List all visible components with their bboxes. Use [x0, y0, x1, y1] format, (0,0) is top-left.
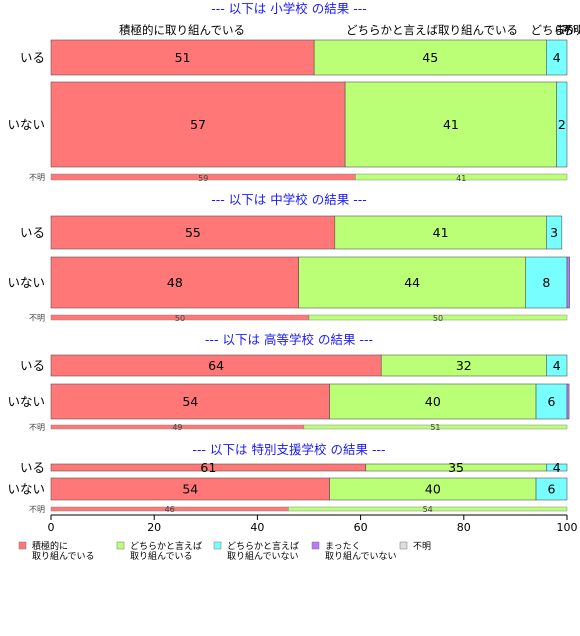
section-title: --- 以下は 高等学校 の結果 --- [205, 332, 373, 347]
bar-segment [50, 383, 330, 420]
top-category-label-fragment: ま [554, 23, 566, 37]
bar-segment [308, 314, 568, 321]
top-category-label-fragment: ち [562, 23, 574, 37]
data-label: 46 [165, 505, 175, 514]
data-label: 45 [422, 50, 438, 65]
x-tick-label: 100 [557, 521, 578, 534]
legend-swatch [213, 541, 222, 550]
legend-label: 取り組んでいない [325, 550, 397, 562]
bar-segment [566, 256, 570, 309]
legend-label: 取り組んでいない [227, 550, 299, 562]
bar-segment [355, 173, 568, 181]
bar-segment [313, 39, 547, 76]
data-label: 35 [448, 460, 464, 475]
data-label: 4 [553, 358, 561, 373]
bar-segment [546, 463, 568, 472]
row-label: 不明 [29, 173, 45, 182]
bar-segment [288, 506, 568, 512]
bar-segment [546, 215, 563, 250]
section-title: --- 以下は 中学校 の結果 --- [211, 192, 366, 207]
row-label: いない [7, 117, 45, 132]
data-label: 50 [433, 314, 443, 323]
row-label: いない [7, 394, 45, 409]
bar-segment [50, 215, 336, 250]
bar-segment [556, 81, 568, 168]
data-label: 51 [430, 423, 440, 432]
bar-segment [546, 354, 568, 377]
row-label: いない [7, 482, 45, 497]
data-label: 41 [443, 117, 459, 132]
data-label: 51 [175, 50, 191, 65]
data-label: 59 [198, 174, 208, 183]
top-category-label: 積極的に取り組んでいる [119, 23, 245, 37]
data-label: 3 [550, 225, 558, 240]
legend-swatch [18, 541, 27, 550]
data-label: 40 [425, 394, 441, 409]
bar-segment [525, 256, 568, 309]
data-label: 4 [553, 460, 561, 475]
top-category-label: どちらかと言えば取り組んでいる [346, 23, 518, 37]
data-label: 6 [548, 394, 556, 409]
data-label: 41 [433, 225, 449, 240]
x-tick-label: 80 [457, 521, 471, 534]
data-label: 54 [182, 482, 198, 497]
legend-swatch [399, 541, 408, 550]
data-label: 6 [548, 482, 556, 497]
bar-segment [566, 383, 570, 420]
data-label: 44 [404, 275, 420, 290]
x-tick-label: 20 [147, 521, 161, 534]
row-label: いる [20, 50, 45, 65]
x-tick-label: 0 [48, 521, 55, 534]
bar-segment [303, 424, 568, 430]
x-tick-label: 60 [354, 521, 368, 534]
bar-segment [50, 81, 346, 168]
top-category-label: どちらかと言 [531, 23, 580, 37]
legend-label: 積極的に [32, 540, 68, 552]
row-label: 不明 [29, 423, 45, 432]
data-label: 4 [553, 50, 561, 65]
row-label: いる [20, 358, 45, 373]
data-label: 54 [423, 505, 433, 514]
top-category-label: 不明 [562, 23, 580, 37]
row-label: 不明 [29, 505, 45, 514]
bar-segment [298, 256, 527, 309]
row-label: いる [20, 225, 45, 240]
bar-segment [344, 81, 557, 168]
data-label: 61 [200, 460, 216, 475]
x-tick-label: 40 [250, 521, 264, 534]
data-label: 40 [425, 482, 441, 497]
data-label: 2 [558, 117, 566, 132]
legend-label: 取り組んでいる [32, 550, 95, 562]
data-label: 55 [185, 225, 201, 240]
bar-segment [535, 383, 568, 420]
bar-segment [546, 39, 568, 76]
bar-segment [329, 383, 537, 420]
section-title: --- 以下は 特別支援学校 の結果 --- [193, 442, 386, 457]
row-label: いない [7, 275, 45, 290]
bar-segment [50, 256, 299, 309]
legend-label: どちらかと言えば [130, 540, 202, 552]
data-label: 48 [167, 275, 183, 290]
bar-segment [50, 39, 315, 76]
row-label: 不明 [29, 314, 45, 323]
row-label: いる [20, 460, 45, 475]
legend-swatch [116, 541, 125, 550]
legend-label: 不明 [413, 541, 431, 552]
data-label: 64 [208, 358, 224, 373]
legend-label: 取り組んでいる [130, 550, 193, 562]
bar-segment [535, 477, 568, 501]
data-label: 32 [456, 358, 472, 373]
data-label: 57 [190, 117, 206, 132]
legend-swatch [311, 541, 320, 550]
data-label: 50 [175, 314, 185, 323]
legend-label: まったく [325, 541, 361, 552]
data-label: 8 [542, 275, 550, 290]
bar-segment [334, 215, 547, 250]
data-label: 54 [182, 394, 198, 409]
legend-label: どちらかと言えば [227, 540, 299, 552]
data-label: 41 [456, 174, 466, 183]
data-label: 49 [172, 423, 182, 432]
section-title: --- 以下は 小学校 の結果 --- [211, 1, 366, 16]
